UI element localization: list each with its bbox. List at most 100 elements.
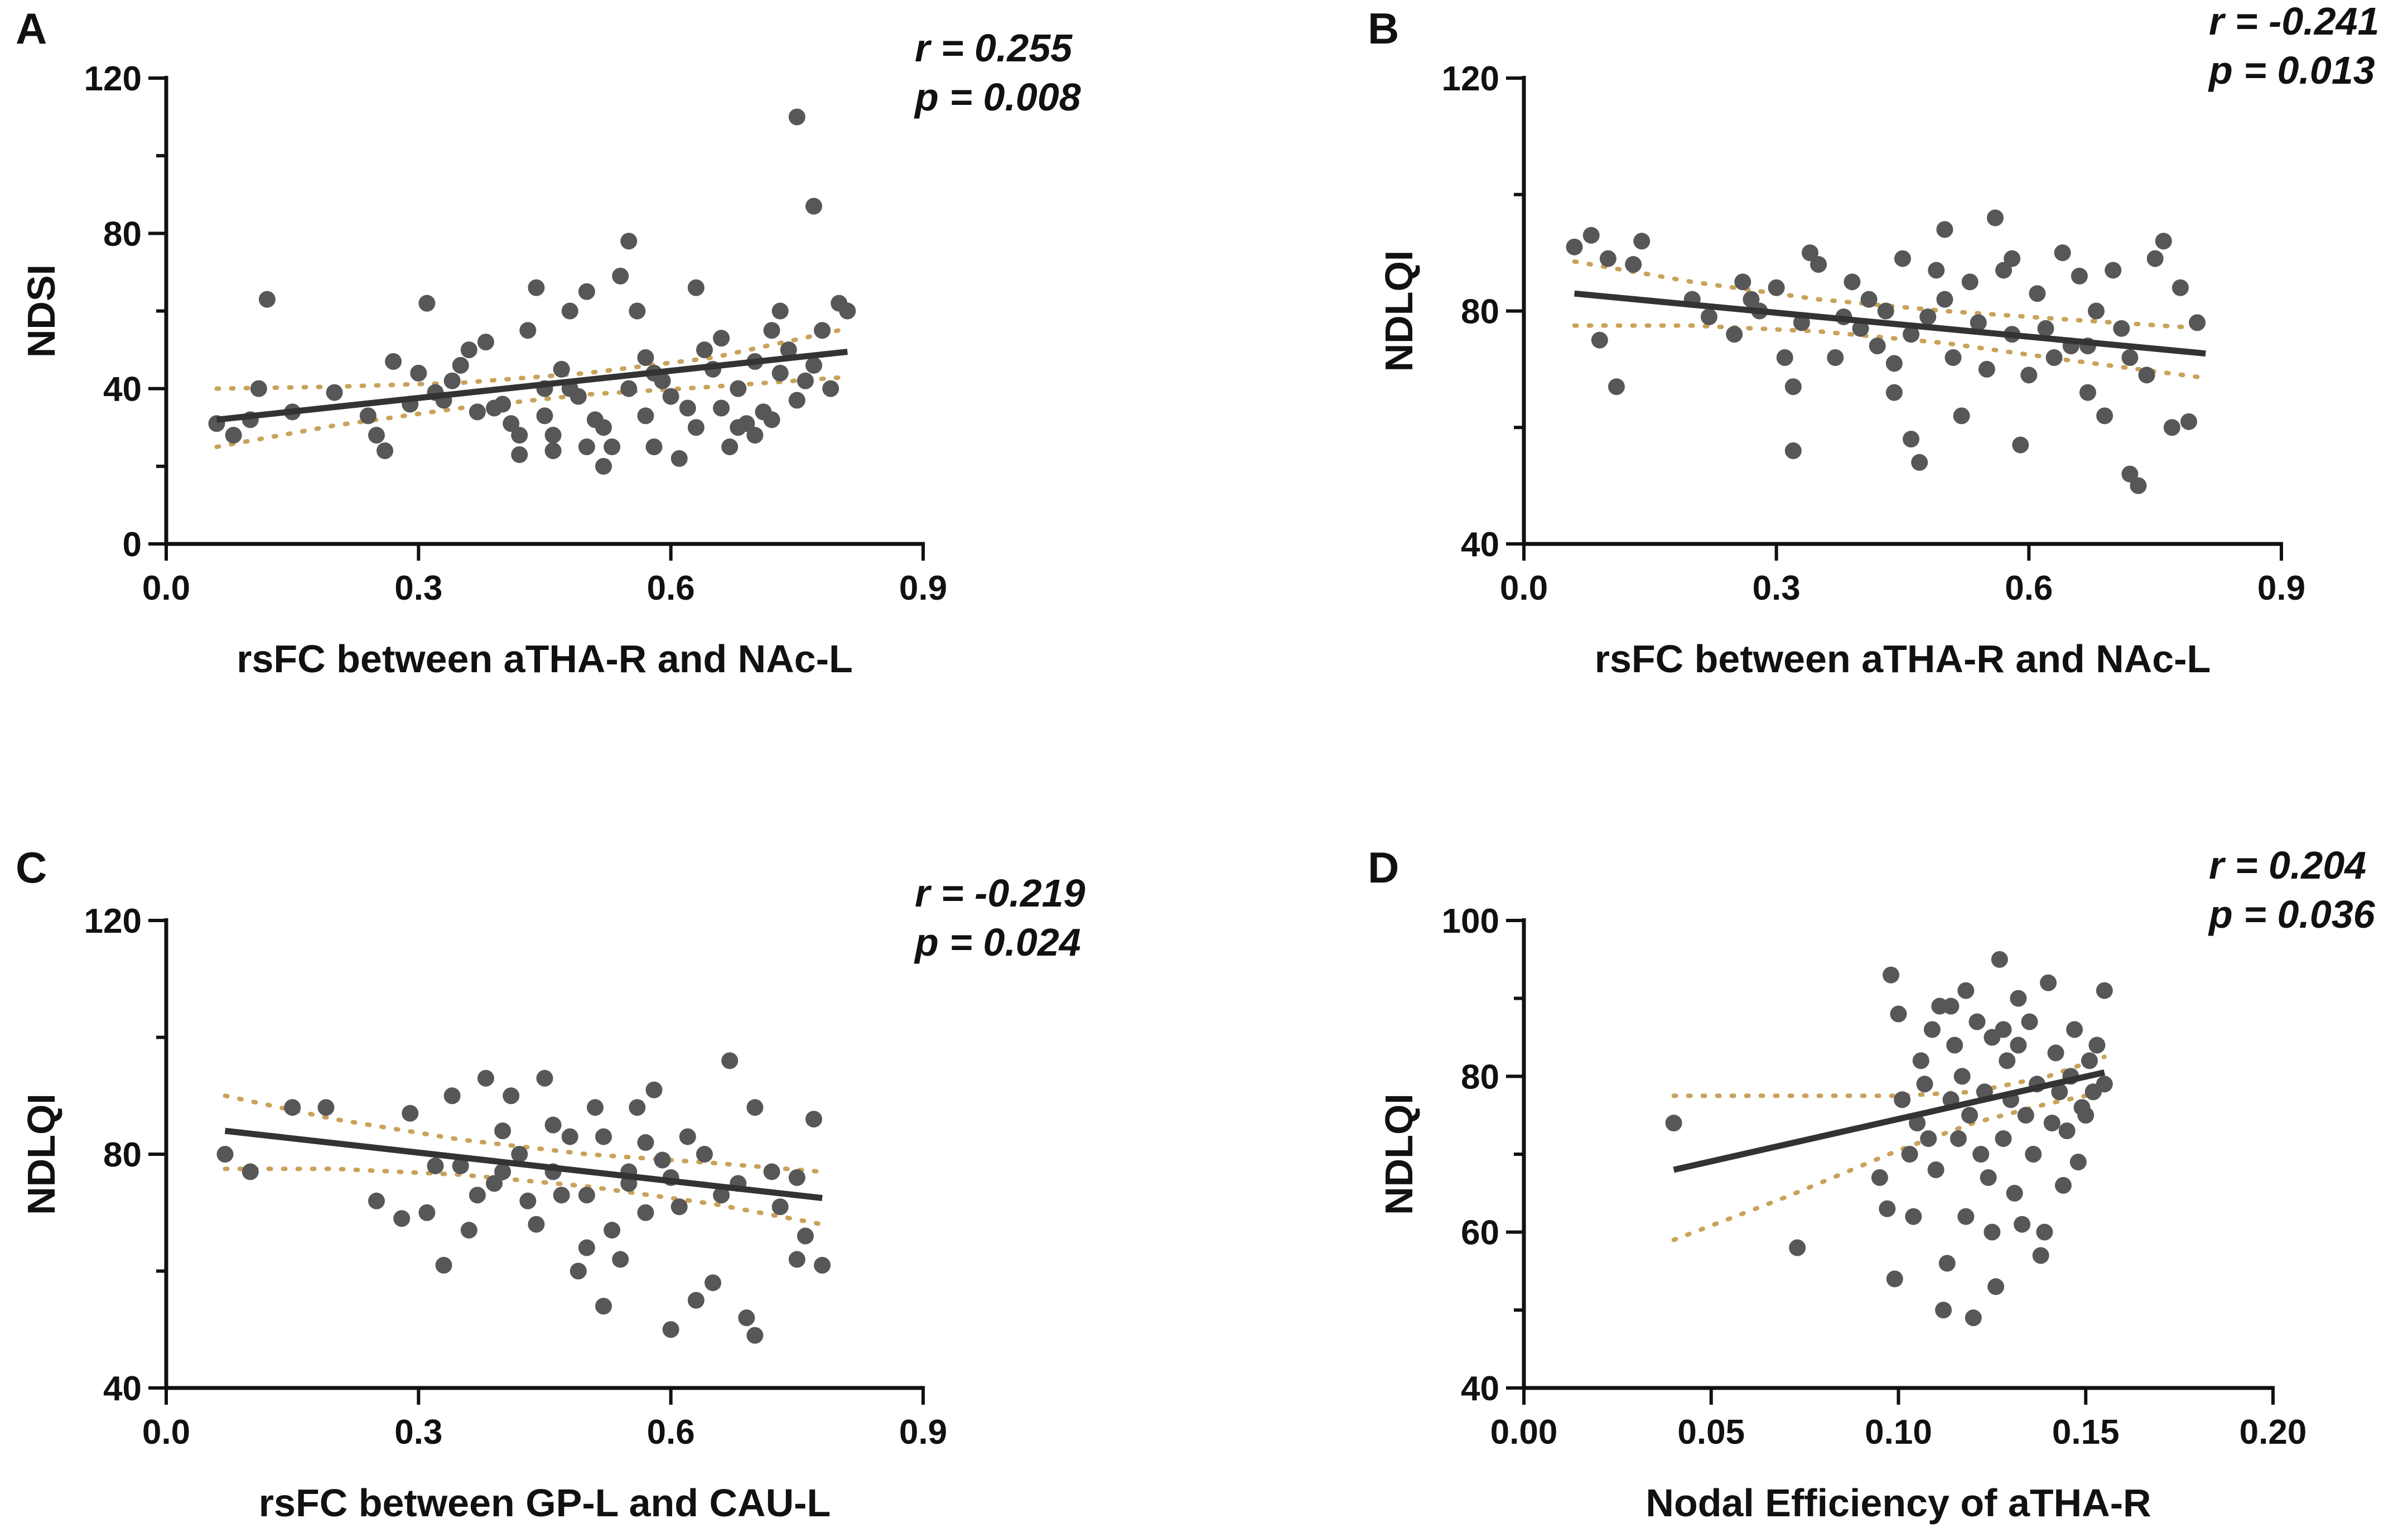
x-tick-label: 0.0 <box>142 569 190 608</box>
stat-r: r = 0.204 <box>2209 843 2366 887</box>
y-tick-label: 40 <box>1461 526 1499 564</box>
ci-lower-band <box>1671 1090 2107 1242</box>
data-point <box>2146 250 2164 267</box>
data-point <box>696 1146 713 1163</box>
x-tick-label: 0.3 <box>394 1413 442 1452</box>
y-axis-title: NDSI <box>20 264 63 358</box>
data-point <box>2054 244 2071 262</box>
x-axis-title: Nodal Efficiency of aTHA-R <box>1645 1481 2151 1525</box>
data-point <box>2058 1122 2076 1140</box>
data-point <box>2036 1223 2053 1241</box>
data-point <box>1944 349 1962 366</box>
y-tick-label: 40 <box>103 1370 142 1408</box>
data-point <box>1903 431 1920 448</box>
data-point <box>2096 407 2113 425</box>
x-tick-label: 0.15 <box>2052 1413 2120 1452</box>
y-tick-label: 80 <box>103 215 142 253</box>
y-tick-label: 60 <box>1461 1214 1499 1252</box>
data-point <box>503 1087 520 1105</box>
data-point <box>1726 326 1743 343</box>
data-point <box>2043 1115 2060 1132</box>
data-point <box>1953 1068 1971 1085</box>
data-point <box>679 399 696 417</box>
data-point <box>814 1257 831 1274</box>
stat-p: p = 0.036 <box>2208 893 2376 936</box>
data-point <box>662 1321 679 1338</box>
data-point <box>1802 244 1819 262</box>
data-point <box>443 1087 461 1105</box>
data-point <box>746 427 764 444</box>
data-point <box>486 1175 503 1192</box>
data-point <box>1987 1278 2005 1295</box>
data-point <box>377 442 394 459</box>
x-tick-label: 0.6 <box>647 569 695 608</box>
data-point <box>494 1163 511 1180</box>
data-point <box>1972 1146 1990 1163</box>
data-point <box>595 1128 612 1145</box>
x-tick-label: 0.3 <box>1753 569 1801 608</box>
data-point <box>2047 1044 2064 1062</box>
data-point <box>561 302 578 320</box>
data-point <box>385 353 402 370</box>
data-point <box>519 1192 537 1209</box>
data-point <box>2088 302 2105 320</box>
data-point <box>2010 990 2027 1007</box>
data-point <box>612 1251 629 1268</box>
data-point <box>746 1327 764 1344</box>
data-point <box>460 341 477 359</box>
data-point <box>1919 308 1937 325</box>
data-point <box>788 1169 805 1186</box>
data-point <box>595 419 612 436</box>
x-tick-label: 0.00 <box>1490 1413 1558 1452</box>
data-point <box>763 322 780 339</box>
ci-upper-band <box>1671 1054 2107 1098</box>
panel-label: A <box>16 4 47 53</box>
data-point <box>788 1251 805 1268</box>
data-point <box>1936 291 1953 308</box>
data-point <box>738 1309 755 1327</box>
data-point <box>317 1099 335 1116</box>
data-point <box>2021 1013 2038 1030</box>
data-point <box>1885 384 1903 401</box>
data-point <box>2171 279 2189 296</box>
regression-line <box>216 349 848 423</box>
y-tick-label: 40 <box>103 370 142 409</box>
data-point <box>1999 1052 2016 1069</box>
data-point <box>637 1134 654 1151</box>
ci-lower-band <box>1572 323 2208 380</box>
data-point <box>553 360 570 378</box>
y-tick-label: 120 <box>84 60 142 98</box>
data-point <box>746 1099 764 1116</box>
data-point <box>1957 982 1975 999</box>
data-point <box>1938 1255 1956 1272</box>
data-point <box>1582 226 1600 244</box>
y-tick-label: 80 <box>1461 1058 1499 1096</box>
panel-b: 40 80 120 0.0 0.3 0.6 0.9 rsFC between aTHA-R a… <box>1368 0 2380 681</box>
data-point <box>645 438 663 456</box>
data-point <box>670 450 688 467</box>
data-point <box>1991 951 2008 968</box>
data-point <box>2105 262 2122 279</box>
data-point <box>570 1262 587 1280</box>
x-tick-label: 0.3 <box>394 569 442 608</box>
ci-upper-band <box>214 326 850 391</box>
data-point <box>1700 308 1717 325</box>
data-point <box>1928 262 1945 279</box>
y-tick-label: 0 <box>123 526 142 564</box>
data-point <box>427 1157 444 1174</box>
panel-a: 0 40 80 120 0.0 0.3 0.6 0.9 rsFC between aTHA-R … <box>16 4 1081 681</box>
stat-r: r = 0.255 <box>915 26 1073 70</box>
x-tick-label: 0.05 <box>1677 1413 1745 1452</box>
data-point <box>1885 355 1903 372</box>
data-point <box>797 1227 814 1245</box>
data-point <box>721 438 739 456</box>
data-point <box>839 302 856 320</box>
data-point <box>1827 349 1844 366</box>
data-point <box>511 446 528 463</box>
x-tick-label: 0.0 <box>1500 569 1548 608</box>
data-point <box>242 1163 259 1180</box>
x-tick-label: 0.20 <box>2240 1413 2307 1452</box>
data-point <box>604 438 621 456</box>
data-point <box>612 267 629 285</box>
data-point <box>1871 1169 1888 1186</box>
